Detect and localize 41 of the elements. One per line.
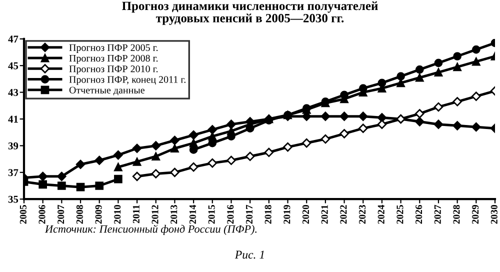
x-tick-label: 2013 — [170, 204, 178, 224]
x-tick-label: 2006 — [38, 204, 46, 224]
x-tick-label: 2025 — [396, 205, 404, 224]
y-tick-label: 47 — [8, 36, 18, 43]
x-tick-label: 2027 — [434, 204, 441, 224]
text: Источник: Пенсионный фонд России (ПФР). — [44, 224, 256, 235]
x-tick-label: 2018 — [264, 204, 272, 224]
x-tick-label: 2026 — [416, 204, 422, 224]
x-tick-label: 2009 — [95, 205, 102, 224]
x-tick-label: 2020 — [302, 205, 310, 224]
legend-label: Прогноз ПФР, конец 2011 г. — [69, 76, 186, 85]
legend-label: Прогноз ПФР 2008 г. — [69, 54, 158, 64]
y-tick-label: 37 — [8, 169, 18, 176]
x-tick-label: 2012 — [152, 205, 158, 224]
y-tick-label: 41 — [8, 116, 18, 123]
legend-label: Прогноз ПФР 2005 г. — [69, 44, 158, 54]
x-tick-label: 2011 — [132, 205, 140, 224]
y-tick-label: 35 — [8, 196, 18, 203]
x-tick-label: 2010 — [114, 205, 121, 224]
x-tick-label: 2005 — [20, 205, 26, 224]
x-tick-label: 2030 — [490, 205, 498, 224]
legend-label: Прогноз ПФР 2010 г. — [69, 66, 158, 74]
x-tick-label: 2017 — [246, 204, 253, 224]
x-tick-label: 2021 — [321, 205, 328, 224]
chart-title: Прогноз динамики численности получателей трудовых пенсий в 2005—2030 гг. — [122, 1, 378, 25]
x-tick-label: 2016 — [227, 204, 234, 224]
x-tick-label: 2007 — [58, 204, 64, 224]
y-tick-label: 43 — [8, 89, 18, 96]
y-tick-label: 39 — [8, 142, 18, 150]
legend-label: Отчетные данные — [69, 86, 144, 96]
x-tick-label: 2022 — [340, 205, 347, 224]
x-tick-label: 2008 — [76, 204, 83, 224]
x-tick-label: 2023 — [358, 204, 366, 224]
x-tick-label: 2019 — [284, 205, 290, 224]
x-tick-label: 2024 — [378, 204, 384, 224]
x-tick-label: 2028 — [453, 204, 460, 224]
y-tick-label: 45 — [8, 62, 18, 70]
text: Рис. 1 — [234, 250, 264, 259]
x-tick-label: 2014 — [189, 204, 196, 224]
x-tick-label: 2029 — [472, 205, 479, 224]
x-tick-label: 2015 — [208, 205, 215, 224]
